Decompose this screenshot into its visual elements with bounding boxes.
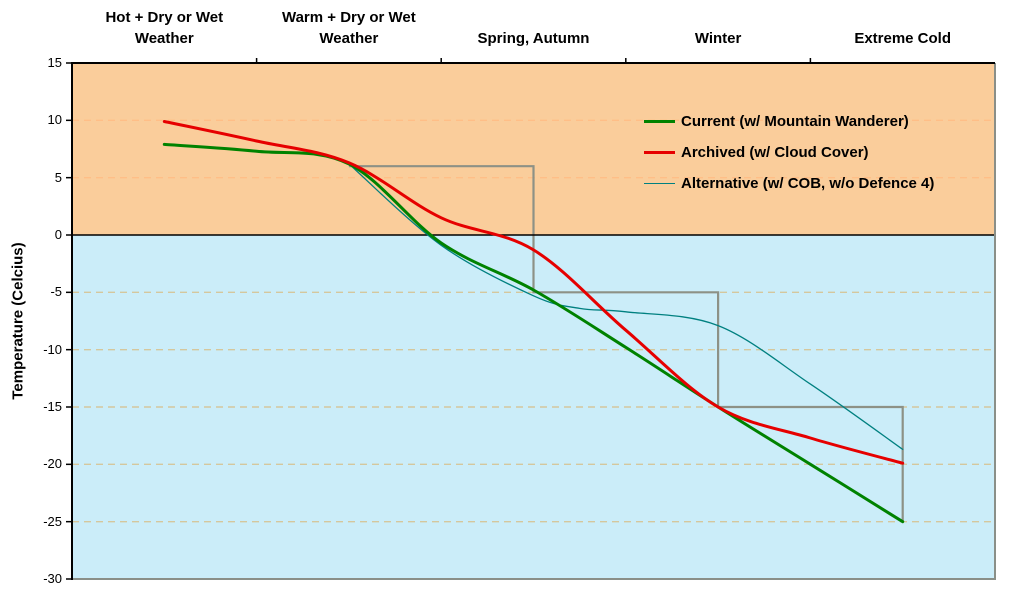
y-tick-label: 15: [47, 55, 62, 70]
legend-item-archived: Archived (w/ Cloud Cover): [644, 137, 934, 168]
alternative-series-line-swatch: [644, 183, 675, 184]
legend-label: Archived (w/ Cloud Cover): [681, 144, 869, 161]
y-tick-label: -25: [43, 514, 62, 529]
category-axis: Hot + Dry or Wet Weather Warm + Dry or W…: [72, 4, 995, 50]
category-label-extreme-cold: Extreme Cold: [854, 30, 952, 48]
category-label-winter: Winter: [694, 30, 742, 48]
current-series-line-swatch: [644, 120, 675, 123]
legend-label: Alternative (w/ COB, w/o Defence 4): [681, 175, 935, 192]
y-tick-label: -10: [43, 342, 62, 357]
y-tick-label: -30: [43, 571, 62, 586]
legend: Current (w/ Mountain Wanderer) Archived …: [644, 106, 934, 199]
legend-label: Current (w/ Mountain Wanderer): [681, 113, 909, 130]
y-tick-label: 10: [47, 112, 62, 127]
y-axis-title: Temperature (Celcius): [9, 242, 27, 400]
category-label-warm-dry-wet: Warm + Dry or Wet Weather: [281, 8, 416, 48]
category-label-spring-autumn: Spring, Autumn: [477, 30, 590, 48]
legend-item-current: Current (w/ Mountain Wanderer): [644, 106, 934, 137]
y-tick-label: -15: [43, 399, 62, 414]
archived-series-line-swatch: [644, 151, 675, 154]
category-label-hot-dry-wet: Hot + Dry or Wet Weather: [105, 8, 224, 48]
y-tick-label: 5: [54, 170, 62, 185]
y-tick-label: -20: [43, 456, 62, 471]
legend-item-alternative: Alternative (w/ COB, w/o Defence 4): [644, 168, 934, 199]
y-tick-label: 0: [54, 227, 62, 242]
y-tick-label: -5: [50, 284, 62, 299]
